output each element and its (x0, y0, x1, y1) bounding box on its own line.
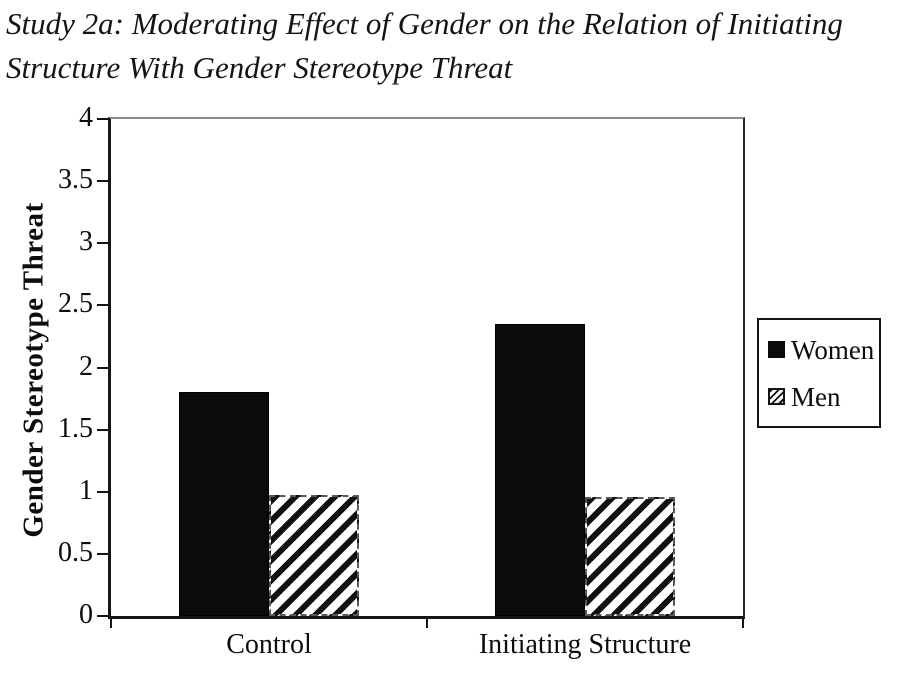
y-tick-label: 3.5 (58, 164, 93, 195)
y-tick (97, 180, 108, 182)
x-category-label: Initiating Structure (478, 629, 692, 660)
x-tick (110, 619, 112, 628)
x-tick (426, 619, 428, 628)
y-tick-label: 0 (79, 599, 93, 630)
legend-label-women: Women (791, 334, 875, 365)
legend-item-women: Women (768, 336, 875, 364)
y-tick-label: 1.5 (58, 413, 93, 444)
figure-title: Study 2a: Moderating Effect of Gender on… (6, 2, 898, 90)
y-tick-label: 2 (79, 351, 93, 382)
bar-men-initiating-structure (585, 497, 675, 616)
y-tick (97, 491, 108, 493)
legend-label-men: Men (791, 381, 841, 412)
bar-women-control (179, 392, 269, 616)
y-tick (97, 367, 108, 369)
y-tick-label: 1 (79, 475, 93, 506)
bar-women-initiating-structure (495, 324, 585, 616)
legend-item-men: Men (768, 383, 875, 411)
figure-title-line1: Study 2a: Moderating Effect of Gender on… (6, 6, 843, 41)
x-category-label: Control (226, 629, 312, 660)
x-tick (742, 619, 744, 628)
y-tick (97, 242, 108, 244)
y-tick-label: 2.5 (58, 288, 93, 319)
y-tick (97, 553, 108, 555)
y-tick (97, 615, 108, 617)
y-tick-label: 4 (79, 102, 93, 133)
y-tick (97, 304, 108, 306)
y-tick-label: 0.5 (58, 537, 93, 568)
y-tick (97, 429, 108, 431)
legend: Women Men (757, 318, 881, 428)
y-tick-label: 3 (79, 226, 93, 257)
plot-area (108, 117, 745, 619)
legend-swatch-men-icon (768, 388, 785, 405)
y-tick (97, 118, 108, 120)
bar-men-control (269, 495, 359, 616)
legend-swatch-women-icon (768, 341, 785, 358)
figure-title-line2: Structure With Gender Stereotype Threat (6, 50, 513, 85)
